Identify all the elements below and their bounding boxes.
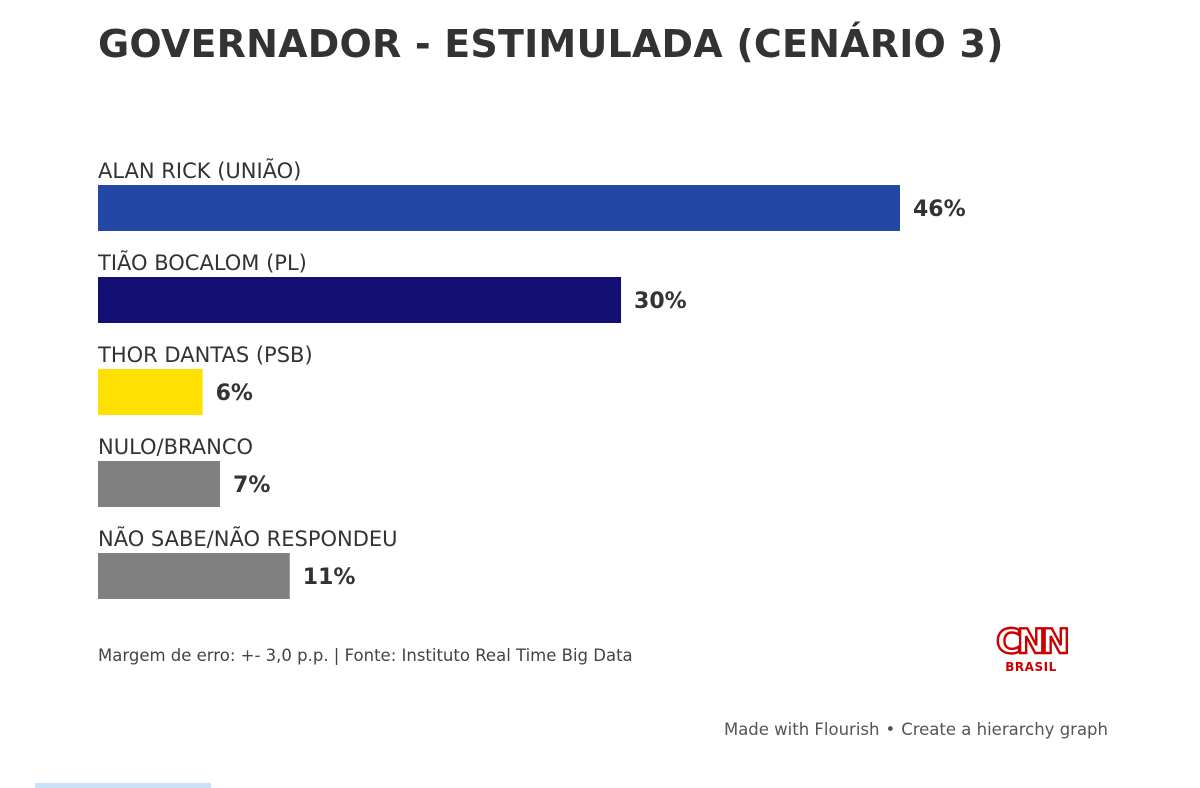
made-with-flourish-link[interactable]: Made with Flourish xyxy=(723,720,880,739)
category-label: THOR DANTAS (PSB) xyxy=(97,343,313,367)
logo-sub: BRASIL xyxy=(1005,660,1057,674)
footnote: Margem de erro: +- 3,0 p.p. | Fonte: Ins… xyxy=(98,646,633,665)
create-graph-link[interactable]: Create a hierarchy graph xyxy=(901,720,1108,739)
chart-title: GOVERNADOR - ESTIMULADA (CENÁRIO 3) xyxy=(98,22,1004,66)
bar xyxy=(98,369,203,415)
flourish-credit: Made with Flourish • Create a hierarchy gr… xyxy=(724,720,1108,739)
value-label: 6% xyxy=(216,381,253,406)
category-label: NÃO SABE/NÃO RESPONDEU xyxy=(98,525,398,551)
category-label: NULO/BRANCO xyxy=(98,435,253,459)
logo-mark: CNN xyxy=(995,622,1071,662)
category-label: ALAN RICK (UNIÃO) xyxy=(98,157,301,183)
value-label: 46% xyxy=(913,197,966,222)
bar xyxy=(98,185,900,231)
bar xyxy=(98,277,622,323)
value-label: 30% xyxy=(634,289,687,314)
bar xyxy=(98,553,290,599)
bottom-scroll-indicator xyxy=(35,783,211,788)
cnn-brasil-logo: CNN BRASIL xyxy=(990,622,1072,674)
credit-separator: • xyxy=(885,720,896,739)
bar xyxy=(98,461,221,507)
value-label: 11% xyxy=(303,565,356,590)
value-label: 7% xyxy=(233,473,270,498)
category-label: TIÃO BOCALOM (PL) xyxy=(97,249,307,275)
